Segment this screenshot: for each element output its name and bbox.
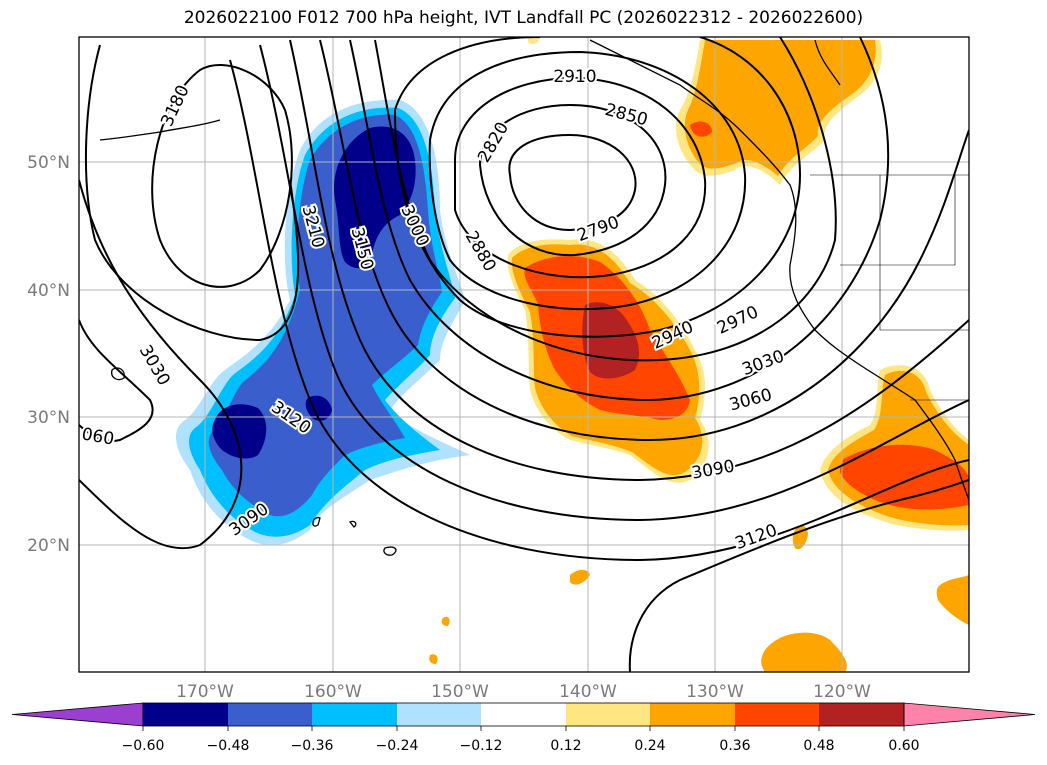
contour-label: 2910: [553, 67, 596, 87]
borders: [810, 174, 969, 401]
lat-label: 40°N: [27, 281, 70, 301]
colorbar-segment: [566, 703, 650, 726]
colorbar-tick-label: −0.12: [460, 738, 503, 754]
colorbar: −0.60 −0.48 −0.36 −0.24 −0.12 0.12 0.24 …: [11, 702, 1036, 754]
lon-label: 140°W: [559, 682, 617, 702]
colorbar-segment: [143, 703, 228, 726]
lon-label: 150°W: [431, 682, 489, 702]
latitude-axis: 50°N 40°N 30°N 20°N: [27, 153, 70, 556]
colorbar-segment: [735, 703, 819, 726]
colorbar-segment: [819, 703, 904, 726]
lon-label: 130°W: [686, 682, 744, 702]
lat-label: 50°N: [27, 153, 70, 173]
height-contours: [79, 37, 969, 672]
colorbar-tick-label: 0.12: [550, 738, 581, 754]
colorbar-tick-label: 0.36: [719, 738, 750, 754]
colorbar-segment: [312, 703, 397, 726]
colorbar-segment: [650, 703, 735, 726]
colorbar-tick-label: 0.60: [888, 738, 919, 754]
longitude-axis: 170°W 160°W 150°W 140°W 130°W 120°W: [176, 682, 871, 702]
colorbar-segment: [397, 703, 481, 726]
lat-label: 20°N: [27, 536, 70, 556]
colorbar-extend-max: [903, 702, 1036, 727]
colorbar-segment: [228, 703, 312, 726]
map-frame: [78, 36, 970, 673]
map-plot-area: 3180 3210 3150 3000 2880 2820 2910 2850 …: [79, 37, 969, 672]
map-title: 2026022100 F012 700 hPa height, IVT Land…: [183, 8, 864, 28]
lon-label: 170°W: [176, 682, 234, 702]
colorbar-segment: [481, 703, 566, 726]
colorbar-tick-label: −0.60: [122, 738, 165, 754]
lon-label: 160°W: [304, 682, 362, 702]
colorbar-tick-label: −0.48: [207, 738, 250, 754]
colorbar-tick-label: −0.24: [376, 738, 419, 754]
colorbar-extend-min: [11, 702, 144, 727]
colorbar-tick-label: 0.24: [634, 738, 665, 754]
colorbar-tick-label: 0.48: [803, 738, 834, 754]
colorbar-tick-label: −0.36: [291, 738, 334, 754]
negative-pc-field: [175, 99, 470, 546]
lat-label: 30°N: [27, 408, 70, 428]
lon-label: 120°W: [813, 682, 871, 702]
